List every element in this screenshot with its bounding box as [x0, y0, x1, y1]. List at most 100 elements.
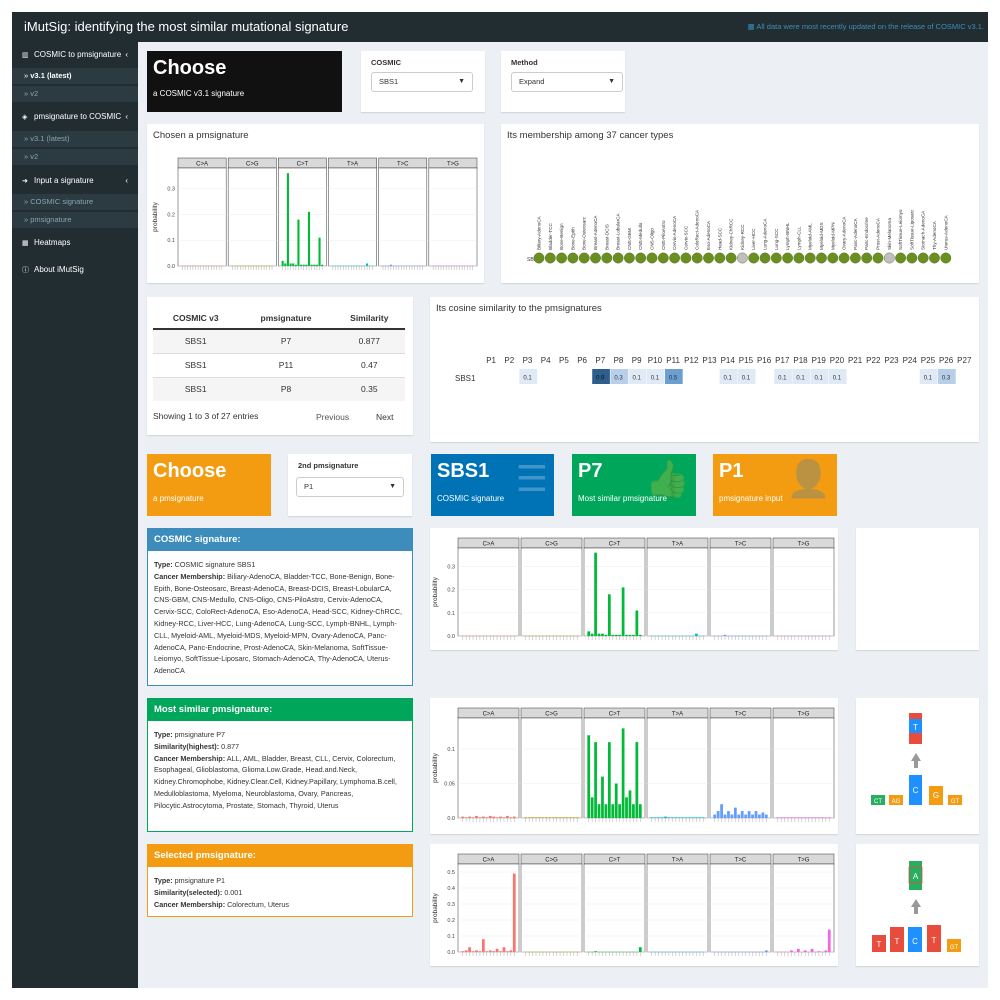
chart-bar: [594, 742, 597, 818]
chart-bar: [674, 817, 678, 818]
heatmap-col-label: P17: [775, 356, 790, 365]
heatmap-col-label: P12: [684, 356, 699, 365]
membership-dot: [590, 252, 601, 264]
facet-label: C>T: [609, 858, 621, 864]
table-cell: 0.35: [333, 376, 405, 401]
facet-panel: [520, 863, 583, 953]
sidebar-item-input-signature[interactable]: ➜ Input a signature ‹: [12, 172, 138, 190]
y-tick-label: 0.1: [447, 934, 455, 940]
cosine-row-label: SBS1: [455, 374, 476, 383]
chosen-pmsignature-box: Chosen a pmsignature probability 0.0 0.1 0.…: [147, 124, 484, 283]
pagination-previous[interactable]: Previous: [316, 412, 350, 422]
facet-label: C>A: [483, 858, 495, 864]
cosine-box-title: Its cosine similarity to the pmsignature…: [436, 303, 602, 314]
membership-value: ALL, AML, Bladder, Breast, CLL, Cervix, …: [154, 753, 397, 810]
facet-panel: [177, 167, 227, 267]
cancer-type-label: Breast-AdenoCA: [593, 215, 598, 250]
sidebar-sub-v2-pm[interactable]: » v2: [12, 149, 138, 165]
chart-bar: [318, 237, 321, 266]
choose-pmsignature-box: Choose a pmsignature: [147, 454, 271, 516]
facet-panel: [583, 863, 646, 953]
selected-info-body: Type: pmsignature P1 Similarity(selected…: [154, 875, 406, 910]
y-tick-label: 0.4: [447, 886, 455, 892]
sidebar-sub-v31-cosmic[interactable]: » v3.1 (latest): [12, 68, 138, 84]
heatmap-cell-label: 0.1: [778, 376, 787, 382]
chart-bar: [594, 552, 597, 636]
chart-bar: [638, 947, 642, 952]
similar-info-body: Type: pmsignature P7 Similarity(highest)…: [154, 729, 406, 812]
cancer-type-label: Liver-HCC: [751, 228, 756, 250]
method-select[interactable]: Expand ▼: [511, 72, 623, 92]
chart-bar: [499, 816, 502, 818]
chart-bar: [478, 817, 482, 818]
sidebar-sub-cosmic-signature[interactable]: » COSMIC signature: [12, 194, 138, 210]
sidebar-sub-v31-pm[interactable]: » v3.1 (latest): [12, 131, 138, 147]
membership-dot: [816, 252, 827, 264]
membership-dot: [680, 252, 692, 264]
facet-panel: [709, 863, 772, 953]
list-icon: ☰: [515, 458, 548, 499]
heatmap-col-label: P4: [541, 356, 551, 365]
membership-dot: [782, 252, 793, 264]
p7-logo-box: T C G CT AG GT: [856, 698, 979, 834]
sidebar-sub-pmsignature[interactable]: » pmsignature: [12, 212, 138, 228]
facet-label: T>G: [798, 712, 810, 718]
sidebar-item-about[interactable]: ⓘ About iMutSig: [12, 261, 138, 279]
type-value: pmsignature P7: [174, 730, 225, 739]
similarity-label: Similarity(highest):: [154, 741, 220, 751]
y-axis-label: probability: [152, 201, 159, 231]
heatmap-cell: [592, 369, 610, 384]
chart-bar: [698, 817, 702, 818]
cosmic-select[interactable]: SBS1 ▼: [371, 72, 473, 92]
y-tick-label: 0.5: [447, 870, 455, 876]
chart-bar: [691, 817, 695, 818]
facet-panel: [378, 167, 428, 267]
pm2-select[interactable]: P1 ▼: [296, 477, 404, 497]
chart-bar: [653, 817, 657, 818]
sidebar-sub-v2-cosmic[interactable]: » v2: [12, 86, 138, 102]
table-cell: SBS1: [153, 352, 239, 377]
chart-bar: [572, 817, 576, 818]
table-cell: P7: [238, 328, 334, 353]
chart-bar: [297, 219, 300, 266]
col-header-pmsignature[interactable]: pmsignature: [238, 307, 334, 330]
cancer-type-label: Kidney-RCC: [740, 224, 745, 250]
chart-bar: [509, 950, 513, 952]
chart-bar: [565, 817, 569, 818]
table-cell: P8: [238, 376, 334, 401]
cancer-type-label: CNS-GBM: [627, 228, 632, 250]
facet-label: C>A: [483, 542, 495, 548]
membership-dot: [838, 252, 850, 264]
facet-panel: [646, 717, 709, 819]
chart-bar: [502, 947, 506, 952]
caret-down-icon: ▼: [389, 483, 396, 490]
chart-bar: [321, 264, 324, 266]
y-tick-label: 0.2: [167, 212, 175, 218]
chart-bar: [506, 815, 509, 818]
chart-bar: [790, 950, 793, 952]
logo-base: A: [913, 872, 919, 881]
sidebar-item-cosmic-to-pmsignature[interactable]: ▥ COSMIC to pmsignature ‹: [12, 46, 138, 64]
sidebar: ▥ COSMIC to pmsignature ‹ » v3.1 (latest) …: [12, 42, 138, 988]
sidebar-item-pmsignature-to-cosmic[interactable]: ◈ pmsignature to COSMIC ‹: [12, 108, 138, 126]
sidebar-item-heatmaps[interactable]: ▦ Heatmaps: [12, 234, 138, 252]
heatmap-col-label: P9: [632, 356, 642, 365]
type-label: Type:: [154, 730, 173, 739]
chart-bar: [684, 817, 688, 818]
chart-bar: [793, 817, 797, 818]
pagination-next[interactable]: Next: [376, 412, 394, 422]
type-label: Type:: [154, 876, 173, 885]
facet-label: T>G: [447, 162, 459, 168]
membership-dot: [544, 252, 556, 264]
table-row: SBS1 P11 0.47: [153, 352, 405, 377]
double-chevron-icon: »: [24, 215, 31, 224]
chart-bar: [597, 804, 601, 818]
cancer-type-label: SoftTissue-Leiomyo: [898, 209, 903, 250]
col-header-similarity[interactable]: Similarity: [333, 307, 405, 330]
col-header-cosmic[interactable]: COSMIC v3: [153, 307, 239, 330]
cancer-type-label: Bone-Benign: [559, 223, 564, 250]
value-box-title: P7: [578, 460, 603, 482]
chart-bar: [485, 817, 489, 818]
sidebar-sub-label: COSMIC signature: [30, 197, 94, 206]
facet-label: C>T: [609, 712, 621, 718]
